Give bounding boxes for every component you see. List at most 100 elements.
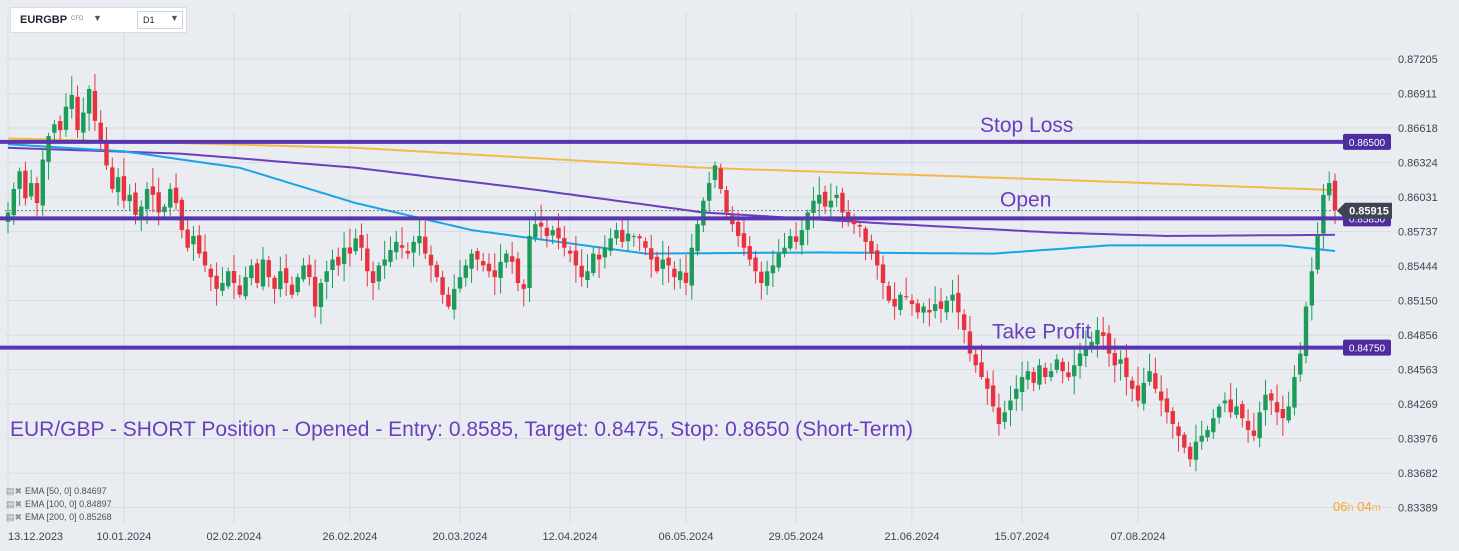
candle — [52, 119, 57, 143]
candle — [370, 261, 376, 300]
candle-body — [139, 206, 144, 217]
candle-body — [382, 259, 387, 266]
legend-item-ema50[interactable]: ▤✖ EMA [50, 0] 0.84697 — [6, 485, 112, 498]
candle — [92, 73, 98, 131]
candle-body — [515, 258, 521, 283]
candle — [863, 226, 868, 261]
candle — [104, 127, 109, 171]
symbol-name[interactable]: EURGBP — [20, 14, 68, 26]
x-tick-label: 12.04.2024 — [543, 531, 598, 543]
candle-body — [857, 225, 863, 227]
candle — [944, 296, 949, 320]
candle-body — [1043, 367, 1048, 378]
countdown-hours: 06 — [1333, 499, 1348, 514]
candle-body — [747, 246, 752, 260]
candle — [69, 76, 74, 119]
symbol-dropdown-icon[interactable]: ▼ — [93, 13, 102, 23]
candle — [1072, 349, 1077, 395]
candle-body — [254, 263, 260, 283]
timeframe-select[interactable]: D1 ▼ — [137, 11, 183, 29]
candle — [602, 235, 608, 269]
candle — [521, 279, 526, 307]
candle — [405, 242, 411, 259]
x-tick-label: 20.03.2024 — [432, 531, 487, 543]
candle — [909, 294, 915, 316]
candle — [1048, 363, 1054, 382]
candle — [1170, 407, 1175, 439]
candle-body — [231, 270, 237, 283]
candle — [857, 221, 863, 238]
x-tick-label: 06.05.2024 — [658, 531, 713, 543]
candle-body — [1002, 412, 1007, 422]
candle — [643, 237, 648, 256]
candle — [353, 228, 358, 255]
candle — [515, 251, 521, 292]
candle — [1129, 376, 1135, 402]
candle — [718, 163, 723, 194]
candle-body — [527, 235, 532, 289]
candle-body — [741, 233, 747, 248]
indicator-settings-icon[interactable]: ▤✖ — [6, 512, 23, 522]
level-price-label: 0.84750 — [1349, 344, 1386, 355]
x-tick-label: 26.02.2024 — [322, 531, 377, 543]
candle-body — [1176, 426, 1181, 436]
candle-body — [1298, 353, 1303, 375]
candle-body — [359, 234, 364, 248]
candle — [330, 249, 335, 289]
candle-body — [162, 206, 167, 213]
candle-body — [1309, 271, 1315, 306]
candle — [1019, 361, 1025, 411]
candle — [1240, 400, 1245, 428]
candle-body — [127, 194, 132, 202]
candle-body — [666, 257, 671, 266]
candle-body — [1025, 371, 1031, 380]
candle — [585, 254, 590, 289]
indicator-settings-icon[interactable]: ▤✖ — [6, 499, 23, 509]
candle-body — [191, 235, 196, 245]
candle-body — [672, 268, 677, 278]
current-price-tag — [1337, 202, 1392, 219]
candle — [1286, 391, 1291, 424]
candle-body — [811, 200, 816, 213]
y-tick-label: 0.83389 — [1398, 503, 1438, 515]
candle-body — [608, 238, 613, 251]
candle — [399, 227, 405, 259]
candle — [620, 218, 625, 248]
candle-body — [23, 170, 28, 199]
legend-item-ema200[interactable]: ▤✖ EMA [200, 0] 0.85268 — [6, 511, 112, 524]
candle-body — [533, 224, 538, 238]
candle — [365, 233, 370, 287]
candle-body — [411, 241, 416, 253]
candle-body — [1158, 391, 1164, 401]
y-tick-label: 0.85150 — [1398, 296, 1438, 308]
candle — [614, 222, 619, 245]
candle — [1205, 425, 1210, 442]
candle — [817, 176, 822, 220]
candle-body — [197, 235, 202, 254]
candle — [544, 219, 550, 248]
candle — [191, 226, 196, 261]
candle — [1228, 382, 1233, 419]
candle — [376, 262, 382, 290]
candle — [28, 169, 34, 200]
candle-body — [1077, 353, 1083, 366]
candle — [40, 147, 45, 216]
chevron-down-icon[interactable]: ▼ — [170, 13, 179, 23]
candle-body — [492, 270, 497, 278]
candle — [701, 197, 706, 233]
candle-body — [637, 236, 642, 239]
candle-body — [423, 236, 428, 254]
legend-item-ema100[interactable]: ▤✖ EMA [100, 0] 0.84897 — [6, 498, 112, 511]
candle-body — [886, 285, 892, 301]
candle-body — [944, 300, 949, 313]
candle-body — [846, 211, 851, 219]
x-tick-label: 21.06.2024 — [884, 531, 939, 543]
candle-body — [278, 271, 283, 290]
candle — [75, 85, 80, 138]
candle — [950, 279, 955, 313]
candle-body — [312, 276, 318, 307]
candle-body — [591, 253, 596, 274]
indicator-settings-icon[interactable]: ▤✖ — [6, 486, 23, 496]
